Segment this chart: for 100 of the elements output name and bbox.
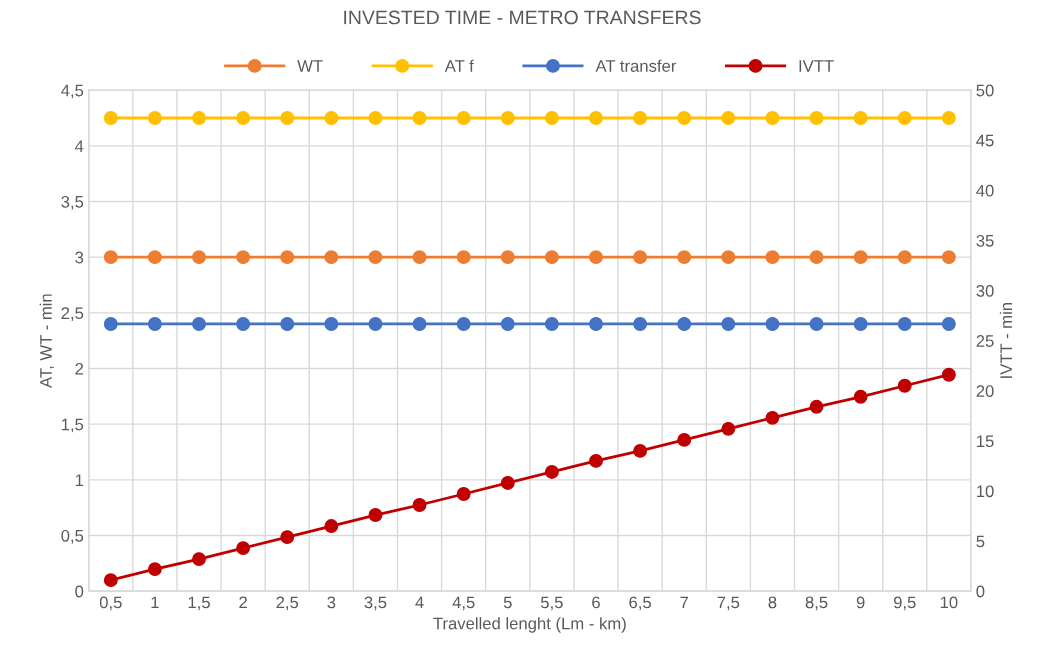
point	[324, 519, 339, 533]
y2-tick-label: 40	[976, 184, 994, 197]
point	[765, 410, 780, 425]
point	[500, 317, 515, 331]
point	[677, 250, 692, 265]
point	[456, 111, 471, 125]
y-tick-label: 0	[75, 585, 84, 598]
point	[280, 111, 295, 125]
point	[412, 111, 427, 125]
y2-tick-label: 45	[976, 134, 994, 147]
x-tick-label: 5	[503, 596, 512, 609]
point	[721, 250, 736, 265]
point	[897, 317, 912, 331]
point	[412, 250, 427, 265]
point	[147, 317, 162, 331]
point	[721, 317, 736, 331]
legend-label: AT f	[444, 59, 474, 72]
x-tick-label: 2	[239, 596, 247, 609]
y2-tick-label: 50	[976, 84, 994, 97]
point	[633, 317, 648, 331]
point	[324, 111, 339, 125]
x-tick-label: 3,5	[364, 596, 387, 611]
point	[941, 111, 956, 125]
point	[677, 317, 692, 331]
y2-tick-label: 5	[976, 535, 985, 548]
y2-tick-label: 0	[976, 585, 985, 598]
y2-tick-label: 35	[976, 234, 994, 247]
point	[677, 432, 692, 447]
point	[103, 111, 118, 125]
point	[103, 573, 118, 588]
point	[192, 552, 206, 567]
x-tick-label: 8	[768, 596, 777, 609]
point	[544, 464, 559, 479]
point	[236, 317, 251, 331]
point	[236, 541, 251, 556]
point	[456, 487, 471, 501]
y-tick-label: 3,5	[61, 195, 84, 210]
point	[500, 111, 515, 125]
legend-label: IVTT	[799, 60, 834, 72]
point	[544, 250, 559, 265]
point	[589, 453, 603, 468]
x-tick-label: 0,5	[99, 596, 122, 611]
point	[236, 111, 251, 125]
y-tick-label: 1,5	[61, 418, 84, 433]
point	[236, 250, 251, 265]
point	[897, 111, 912, 125]
y2-axis-title: IVTT - min	[999, 303, 1012, 378]
x-tick-label: 6,5	[629, 596, 651, 611]
x-tick-label: 6	[592, 596, 600, 609]
point	[147, 562, 162, 577]
point	[941, 317, 956, 331]
point	[500, 476, 515, 490]
point	[147, 250, 162, 265]
point	[809, 111, 824, 125]
point	[500, 250, 515, 265]
point	[103, 317, 118, 331]
x-tick-label: 5,5	[540, 596, 563, 611]
y2-tick-label: 15	[977, 435, 994, 448]
y-axis-title: AT, WT - min	[39, 294, 54, 389]
point	[853, 250, 868, 265]
point	[809, 399, 824, 414]
point	[368, 508, 383, 522]
x-tick-label: 8,5	[805, 596, 828, 611]
y-tick-label: 4,5	[61, 84, 84, 99]
point	[633, 111, 648, 125]
y-tick-label: 1	[75, 474, 84, 486]
y-tick-label: 2,5	[61, 307, 84, 322]
point	[368, 250, 383, 265]
legend-label: AT transfer	[595, 59, 677, 72]
point	[853, 389, 868, 404]
point	[589, 111, 603, 125]
x-tick-label: 1	[151, 596, 159, 609]
point	[589, 317, 603, 331]
x-tick-label: 2,5	[276, 596, 299, 611]
y2-tick-label: 30	[976, 284, 994, 297]
x-axis-title: Travelled lenght (Lm - km)	[433, 617, 626, 633]
point	[280, 250, 295, 265]
point	[765, 317, 780, 331]
x-tick-label: 1,5	[188, 596, 210, 611]
point	[544, 317, 559, 331]
point	[897, 250, 912, 265]
x-tick-label: 4,5	[452, 596, 475, 611]
legend-label: WT	[297, 60, 323, 72]
point	[765, 250, 780, 265]
point	[589, 250, 603, 265]
x-tick-label: 7,5	[717, 596, 740, 611]
point	[192, 250, 206, 265]
y2-tick-label: 25	[976, 335, 994, 347]
point	[192, 317, 206, 331]
x-tick-label: 9,5	[893, 596, 916, 611]
chart-title: INVESTED TIME - METRO TRANSFERS	[344, 10, 701, 25]
x-tick-label: 7	[680, 596, 689, 609]
y-tick-label: 3	[75, 251, 84, 264]
point	[412, 317, 427, 331]
point	[809, 250, 824, 265]
x-tick-label: 4	[415, 596, 424, 609]
point	[809, 317, 824, 331]
y-tick-label: 0,5	[61, 529, 84, 544]
point	[412, 498, 427, 512]
point	[941, 367, 956, 382]
